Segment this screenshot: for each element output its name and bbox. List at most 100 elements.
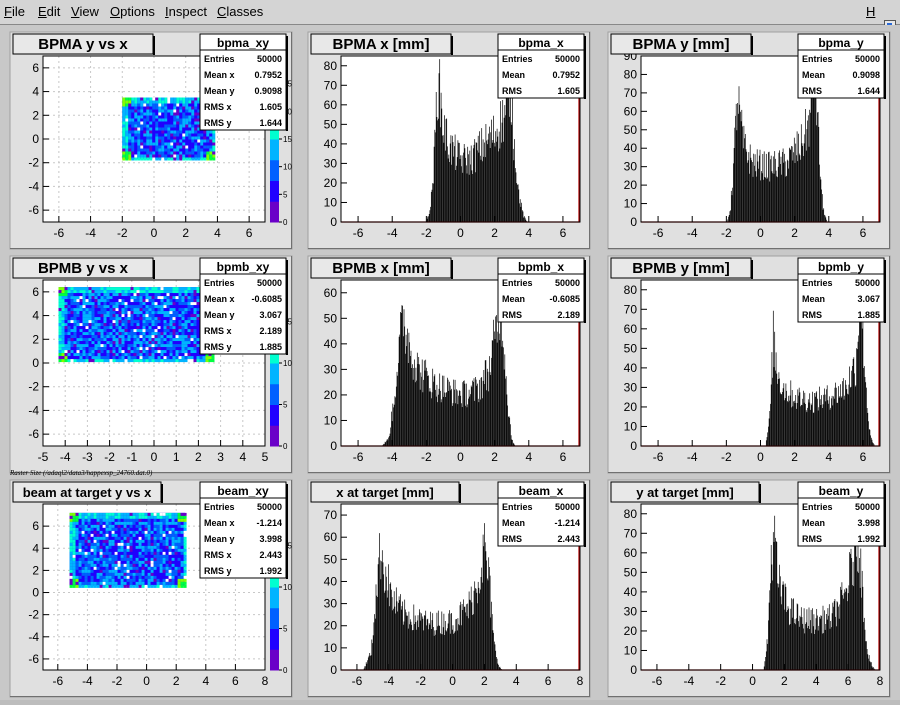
density-cell	[176, 130, 180, 134]
density-cell	[175, 326, 179, 330]
density-cell	[114, 515, 118, 519]
density-cell	[109, 287, 113, 291]
density-cell	[128, 142, 132, 146]
density-cell	[165, 512, 169, 516]
density-cell	[126, 542, 130, 546]
density-cell	[108, 533, 112, 537]
density-cell	[193, 353, 197, 357]
density-cell	[159, 578, 163, 582]
density-cell	[150, 563, 154, 567]
density-cell	[96, 533, 100, 537]
density-cell	[129, 584, 133, 588]
menu-view[interactable]: View	[71, 4, 99, 19]
density-cell	[64, 350, 68, 354]
density-cell	[120, 542, 124, 546]
density-cell	[100, 311, 104, 315]
density-cell	[132, 554, 136, 558]
density-cell	[128, 109, 132, 113]
density-cell	[123, 536, 127, 540]
density-cell	[147, 542, 151, 546]
density-cell	[82, 359, 86, 363]
density-cell	[150, 527, 154, 531]
density-cell	[159, 563, 163, 567]
density-cell	[183, 578, 187, 582]
density-cell	[180, 515, 184, 519]
menu-options[interactable]: Options	[110, 4, 155, 19]
y-tick-label: 0	[330, 439, 337, 453]
density-cell	[111, 539, 115, 543]
density-cell	[172, 344, 176, 348]
density-cell	[165, 533, 169, 537]
density-cell	[179, 130, 183, 134]
density-cell	[106, 293, 110, 297]
density-cell	[200, 136, 204, 140]
density-cell	[61, 293, 65, 297]
density-cell	[139, 293, 143, 297]
density-cell	[181, 302, 185, 306]
density-cell	[139, 356, 143, 360]
density-cell	[144, 557, 148, 561]
density-cell	[114, 512, 118, 516]
density-cell	[193, 293, 197, 297]
density-cell	[73, 311, 77, 315]
menu-edit[interactable]: Edit	[38, 4, 61, 19]
density-cell	[163, 323, 167, 327]
density-cell	[78, 524, 82, 528]
density-cell	[139, 326, 143, 330]
stats-key: Mean y	[204, 310, 235, 320]
density-cell	[96, 563, 100, 567]
density-cell	[187, 332, 191, 336]
density-cell	[131, 145, 135, 149]
density-cell	[153, 563, 157, 567]
menu-file[interactable]: File	[4, 4, 25, 19]
density-cell	[78, 527, 82, 531]
density-cell	[90, 557, 94, 561]
density-cell	[193, 320, 197, 324]
density-cell	[108, 524, 112, 528]
density-cell	[126, 584, 130, 588]
density-cell	[161, 148, 165, 152]
density-cell	[64, 323, 68, 327]
density-cell	[123, 542, 127, 546]
density-cell	[78, 572, 82, 576]
density-cell	[97, 293, 101, 297]
density-cell	[150, 512, 154, 516]
density-cell	[175, 302, 179, 306]
density-cell	[180, 548, 184, 552]
density-cell	[146, 145, 150, 149]
density-cell	[70, 347, 74, 351]
menu-inspect[interactable]: Inspect	[165, 4, 207, 19]
menu-classes[interactable]: Classes	[217, 4, 264, 19]
density-cell	[148, 320, 152, 324]
density-cell	[82, 308, 86, 312]
density-cell	[111, 548, 115, 552]
density-cell	[163, 335, 167, 339]
density-cell	[81, 536, 85, 540]
stats-box	[497, 257, 585, 323]
density-cell	[148, 338, 152, 342]
density-cell	[130, 329, 134, 333]
density-cell	[91, 317, 95, 321]
density-cell	[155, 127, 159, 131]
stats-key: RMS	[502, 310, 522, 320]
density-cell	[72, 545, 76, 549]
density-cell	[171, 527, 175, 531]
density-cell	[94, 293, 98, 297]
density-cell	[147, 539, 151, 543]
density-cell	[183, 524, 187, 528]
density-cell	[78, 557, 82, 561]
density-cell	[160, 359, 164, 363]
density-cell	[194, 112, 198, 116]
density-cell	[90, 527, 94, 531]
density-cell	[206, 142, 210, 146]
density-cell	[151, 332, 155, 336]
density-cell	[164, 118, 168, 122]
density-cell	[100, 335, 104, 339]
density-cell	[179, 133, 183, 137]
density-cell	[185, 121, 189, 125]
density-cell	[105, 578, 109, 582]
density-cell	[169, 338, 173, 342]
density-cell	[185, 130, 189, 134]
menu-help[interactable]: H	[866, 4, 876, 19]
